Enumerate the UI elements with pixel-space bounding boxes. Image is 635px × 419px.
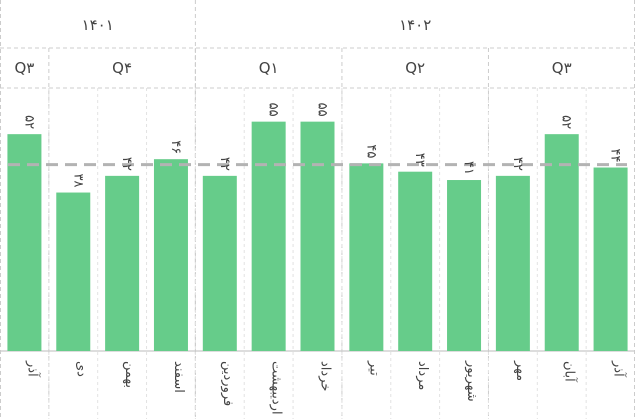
bars (7, 121, 628, 352)
bar (105, 175, 140, 351)
category-label: مهر (513, 360, 528, 381)
category-label: شهریور (464, 360, 479, 402)
value-label: ۴۳ (412, 153, 427, 167)
category-label: فروردین (220, 361, 235, 406)
bar (349, 163, 384, 351)
bar (56, 192, 91, 351)
bar (251, 121, 286, 352)
value-label: ۴۴ (608, 149, 623, 163)
value-label: ۴۶ (168, 140, 183, 154)
bar (495, 175, 530, 351)
category-label: آذر (611, 360, 628, 378)
value-labels: ۵۲ ۳۸ ۴۲ ۴۶ ۴۲ ۵۵ ۵۵ ۴۵ ۴۳ ۴۱ ۴۲ ۵۲ ۴۴ (21, 103, 622, 188)
bar (7, 134, 42, 351)
category-label: مرداد (415, 361, 430, 390)
quarter-label: Q۲ (405, 59, 425, 77)
bar (544, 134, 579, 351)
category-label: خرداد (318, 361, 333, 391)
category-label: تیر (366, 360, 381, 376)
value-label: ۴۱ (461, 161, 476, 175)
value-label: ۴۲ (217, 157, 232, 171)
value-label: ۵۵ (266, 103, 281, 117)
year-label: ۱۴۰۲ (399, 16, 431, 34)
bar (202, 175, 237, 351)
value-label: ۴۲ (510, 157, 525, 171)
quarter-label: Q۴ (112, 59, 132, 77)
bar (398, 171, 433, 351)
quarter-label: Q۳ (552, 59, 572, 77)
period-header: ۱۴۰۱ ۱۴۰۲ Q۳ Q۴ Q۱ Q۲ Q۳ (14, 16, 571, 77)
quarter-label: Q۱ (259, 59, 279, 77)
bar (300, 121, 335, 352)
value-label: ۴۲ (119, 157, 134, 171)
category-label: دی (73, 361, 88, 377)
category-label: اسفند (171, 361, 186, 393)
category-labels: آذر دی بهمن اسفند فروردین اردیبهشت خرداد تیر مرد… (24, 360, 627, 415)
year-label: ۱۴۰۱ (82, 16, 114, 34)
bar (153, 159, 188, 351)
bar (447, 180, 482, 351)
quarter-label: Q۳ (14, 59, 34, 77)
value-label: ۵۲ (559, 115, 574, 129)
bar (593, 167, 628, 351)
value-label: ۵۵ (315, 103, 330, 117)
category-label: بهمن (122, 361, 137, 388)
value-label: ۳۸ (70, 174, 85, 188)
value-label: ۴۵ (363, 144, 378, 158)
category-label: آذر (24, 360, 41, 378)
value-label: ۵۲ (21, 115, 36, 129)
category-label: آبان (562, 361, 579, 383)
category-label: اردیبهشت (269, 361, 284, 415)
